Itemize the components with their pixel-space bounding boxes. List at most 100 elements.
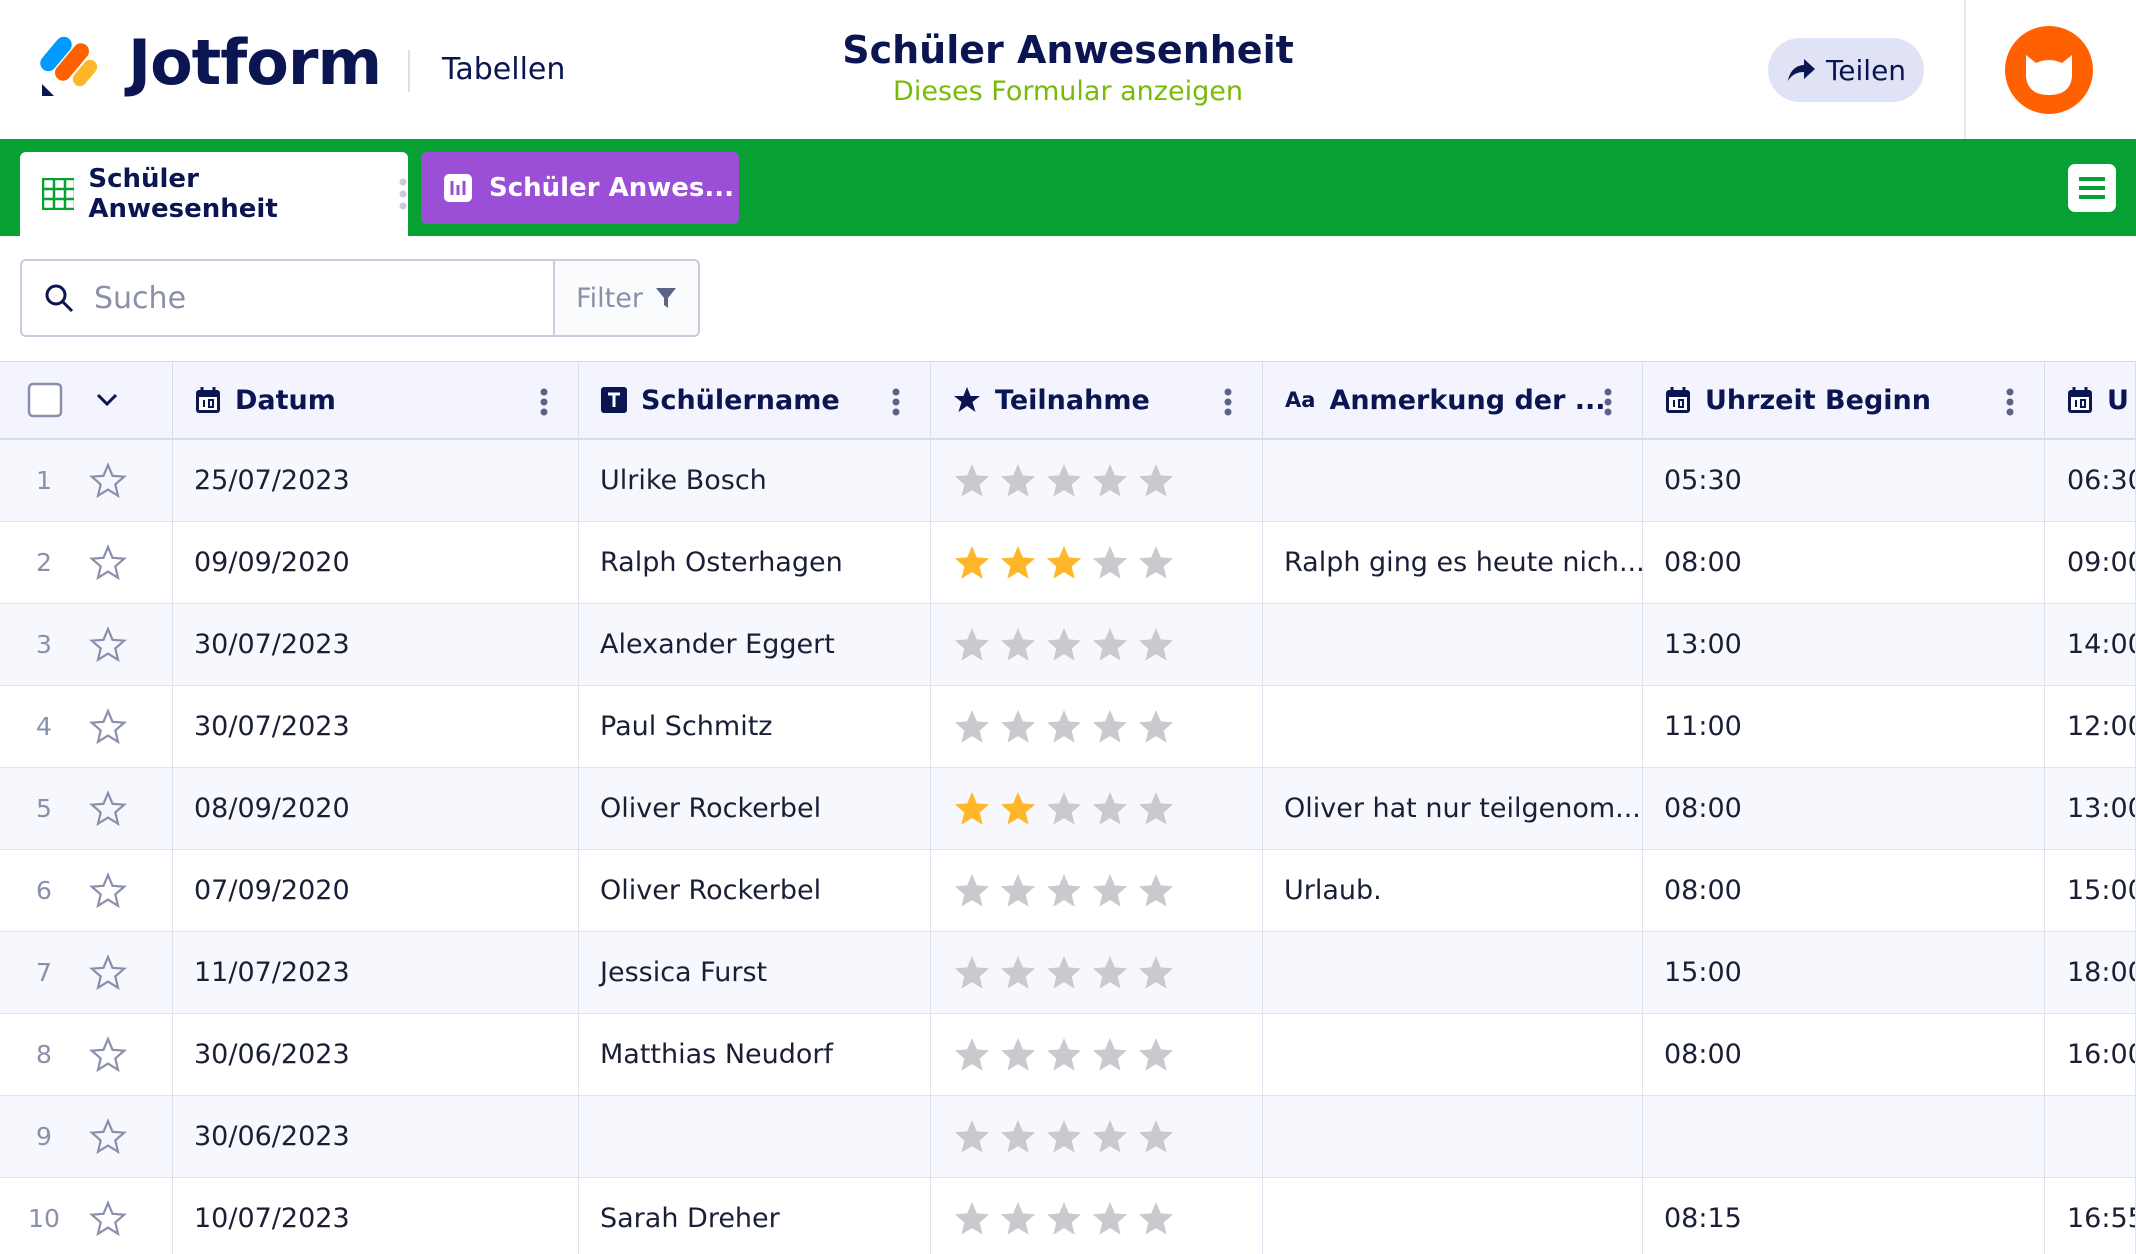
section-label[interactable]: Tabellen	[442, 52, 566, 87]
rating[interactable]	[952, 787, 1192, 831]
rating-star[interactable]	[1046, 873, 1082, 907]
rating-star[interactable]	[954, 709, 990, 743]
rating-star[interactable]	[954, 873, 990, 907]
favorite-toggle[interactable]	[88, 1117, 128, 1157]
avatar[interactable]	[2004, 25, 2094, 115]
column-menu[interactable]	[1224, 388, 1232, 423]
rating-star[interactable]	[1138, 1037, 1174, 1071]
rating-star[interactable]	[954, 1037, 990, 1071]
table-row[interactable]: 10 10/07/2023 Sarah Dreher 08:15 16:55	[0, 1178, 2136, 1254]
rating-star[interactable]	[1092, 1119, 1128, 1153]
table-row[interactable]: 2 09/09/2020 Ralph Osterhagen Ralph ging es…	[0, 522, 2136, 604]
select-all[interactable]	[0, 380, 150, 420]
column-menu[interactable]	[2006, 388, 2014, 423]
rating-star[interactable]	[1000, 627, 1036, 661]
rating-star[interactable]	[1046, 1037, 1082, 1071]
rating-star[interactable]	[1138, 1201, 1174, 1235]
rating-star[interactable]	[1138, 545, 1174, 579]
column-header[interactable]: Uhrzeit Beginn	[1643, 361, 2045, 440]
table-row[interactable]: 5 08/09/2020 Oliver Rockerbel Oliver hat nu…	[0, 768, 2136, 850]
table-row[interactable]: 8 30/06/2023 Matthias Neudorf 08:00 16:00	[0, 1014, 2136, 1096]
rating-star[interactable]	[954, 791, 990, 825]
column-menu[interactable]	[892, 388, 900, 423]
table-row[interactable]: 7 11/07/2023 Jessica Furst 15:00 18:00	[0, 932, 2136, 1014]
favorite-toggle[interactable]	[88, 789, 128, 829]
rating-star[interactable]	[1000, 709, 1036, 743]
rating-star[interactable]	[1092, 627, 1128, 661]
rating-star[interactable]	[954, 463, 990, 497]
column-header[interactable]: Schülername	[579, 361, 931, 440]
menu-button[interactable]	[2068, 164, 2116, 212]
rating-star[interactable]	[1000, 545, 1036, 579]
favorite-toggle[interactable]	[88, 543, 128, 583]
rating-star[interactable]	[1000, 791, 1036, 825]
rating[interactable]	[952, 1033, 1192, 1077]
rating-star[interactable]	[1092, 791, 1128, 825]
favorite-toggle[interactable]	[88, 707, 128, 747]
rating-star[interactable]	[1092, 1201, 1128, 1235]
rating[interactable]	[952, 1115, 1192, 1159]
favorite-toggle[interactable]	[88, 1035, 128, 1075]
rating-star[interactable]	[1092, 463, 1128, 497]
rating-star[interactable]	[1046, 545, 1082, 579]
column-header[interactable]: U	[2045, 361, 2136, 440]
rating-star[interactable]	[1046, 627, 1082, 661]
table-row[interactable]: 1 25/07/2023 Ulrike Bosch 05:30 06:30	[0, 440, 2136, 522]
table-row[interactable]: 3 30/07/2023 Alexander Eggert 13:00 14:00	[0, 604, 2136, 686]
table-row[interactable]: 6 07/09/2020 Oliver Rockerbel Urlaub. 08:00 1…	[0, 850, 2136, 932]
search-box[interactable]: Suche	[20, 259, 555, 337]
table-row[interactable]: 9 30/06/2023	[0, 1096, 2136, 1178]
tab[interactable]: Schüler Anwes...	[421, 152, 739, 224]
rating-star[interactable]	[1046, 463, 1082, 497]
rating-star[interactable]	[954, 1201, 990, 1235]
column-menu[interactable]	[540, 388, 548, 423]
rating-star[interactable]	[1138, 791, 1174, 825]
rating[interactable]	[952, 459, 1192, 503]
filter-button[interactable]: Filter	[553, 259, 700, 337]
rating-star[interactable]	[1092, 1037, 1128, 1071]
column-header[interactable]: Aa Anmerkung der ...	[1263, 361, 1643, 440]
rating-star[interactable]	[1000, 873, 1036, 907]
rating-star[interactable]	[1138, 709, 1174, 743]
rating[interactable]	[952, 623, 1192, 667]
rating-star[interactable]	[1000, 1119, 1036, 1153]
column-header[interactable]: Datum	[173, 361, 579, 440]
tab-menu[interactable]	[398, 177, 408, 211]
rating-star[interactable]	[1046, 1119, 1082, 1153]
rating-star[interactable]	[1138, 955, 1174, 989]
rating[interactable]	[952, 869, 1192, 913]
tab[interactable]: Schüler Anwesenheit	[20, 152, 408, 236]
rating-star[interactable]	[1092, 545, 1128, 579]
rating-star[interactable]	[1138, 463, 1174, 497]
rating[interactable]	[952, 541, 1192, 585]
rating-star[interactable]	[1046, 709, 1082, 743]
rating-star[interactable]	[1000, 955, 1036, 989]
rating-star[interactable]	[1138, 873, 1174, 907]
column-menu[interactable]	[1604, 388, 1612, 423]
rating-star[interactable]	[954, 627, 990, 661]
favorite-toggle[interactable]	[88, 461, 128, 501]
favorite-toggle[interactable]	[88, 953, 128, 993]
rating[interactable]	[952, 1197, 1192, 1241]
rating[interactable]	[952, 705, 1192, 749]
rating-star[interactable]	[954, 955, 990, 989]
share-button[interactable]: Teilen	[1768, 38, 1924, 102]
rating-star[interactable]	[1000, 463, 1036, 497]
rating-star[interactable]	[1138, 1119, 1174, 1153]
rating-star[interactable]	[1046, 955, 1082, 989]
rating-star[interactable]	[1000, 1201, 1036, 1235]
rating-star[interactable]	[1092, 873, 1128, 907]
rating-star[interactable]	[1000, 1037, 1036, 1071]
column-header[interactable]: Teilnahme	[931, 361, 1263, 440]
rating-star[interactable]	[954, 1119, 990, 1153]
favorite-toggle[interactable]	[88, 871, 128, 911]
favorite-toggle[interactable]	[88, 1199, 128, 1239]
table-row[interactable]: 4 30/07/2023 Paul Schmitz 11:00 12:00	[0, 686, 2136, 768]
rating-star[interactable]	[1046, 1201, 1082, 1235]
rating-star[interactable]	[1138, 627, 1174, 661]
rating-star[interactable]	[1092, 955, 1128, 989]
rating-star[interactable]	[1092, 709, 1128, 743]
favorite-toggle[interactable]	[88, 625, 128, 665]
rating[interactable]	[952, 951, 1192, 995]
rating-star[interactable]	[1046, 791, 1082, 825]
